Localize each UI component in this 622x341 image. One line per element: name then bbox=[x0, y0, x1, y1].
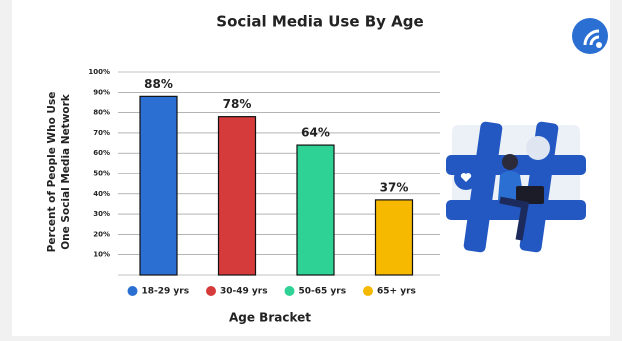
y-tick-label: 70% bbox=[93, 129, 110, 137]
x-tick-label: 65+ yrs bbox=[377, 287, 416, 297]
y-tick-label: 80% bbox=[93, 109, 110, 117]
bar bbox=[374, 199, 414, 276]
y-tick-label: 10% bbox=[93, 251, 110, 259]
y-tick-label: 40% bbox=[93, 190, 110, 198]
x-tick-label: 18-29 yrs bbox=[142, 287, 190, 297]
legend-icon bbox=[206, 286, 216, 296]
bar bbox=[217, 116, 257, 276]
y-axis-label-line: One Social Media Network bbox=[60, 93, 72, 250]
chart-title: Social Media Use By Age bbox=[216, 13, 423, 31]
logo bbox=[572, 18, 608, 54]
bar bbox=[296, 144, 335, 276]
y-axis-label-line: Percent of People Who Use bbox=[46, 92, 58, 253]
y-axis-label: Percent of People Who Use One Social Med… bbox=[46, 92, 72, 253]
y-tick-label: 100% bbox=[88, 68, 110, 76]
legend-icon bbox=[127, 286, 138, 296]
x-axis-label: Age Bracket bbox=[229, 311, 311, 325]
y-tick-label: 30% bbox=[93, 210, 110, 218]
legend-icon bbox=[284, 286, 295, 296]
value-label: 37% bbox=[380, 180, 409, 194]
value-label: 78% bbox=[223, 97, 252, 111]
y-tick-label: 90% bbox=[93, 88, 110, 96]
x-tick-label: 50-65 yrs bbox=[299, 287, 347, 297]
y-tick-label: 20% bbox=[93, 230, 110, 238]
x-tick-label: 30-49 yrs bbox=[220, 287, 268, 297]
value-label: 88% bbox=[144, 77, 173, 91]
illustration bbox=[446, 121, 586, 253]
y-tick-label: 50% bbox=[93, 170, 110, 178]
legend-icon bbox=[363, 286, 373, 296]
y-tick-label: 60% bbox=[93, 149, 110, 157]
value-label: 64% bbox=[301, 126, 330, 140]
bar bbox=[139, 95, 178, 276]
